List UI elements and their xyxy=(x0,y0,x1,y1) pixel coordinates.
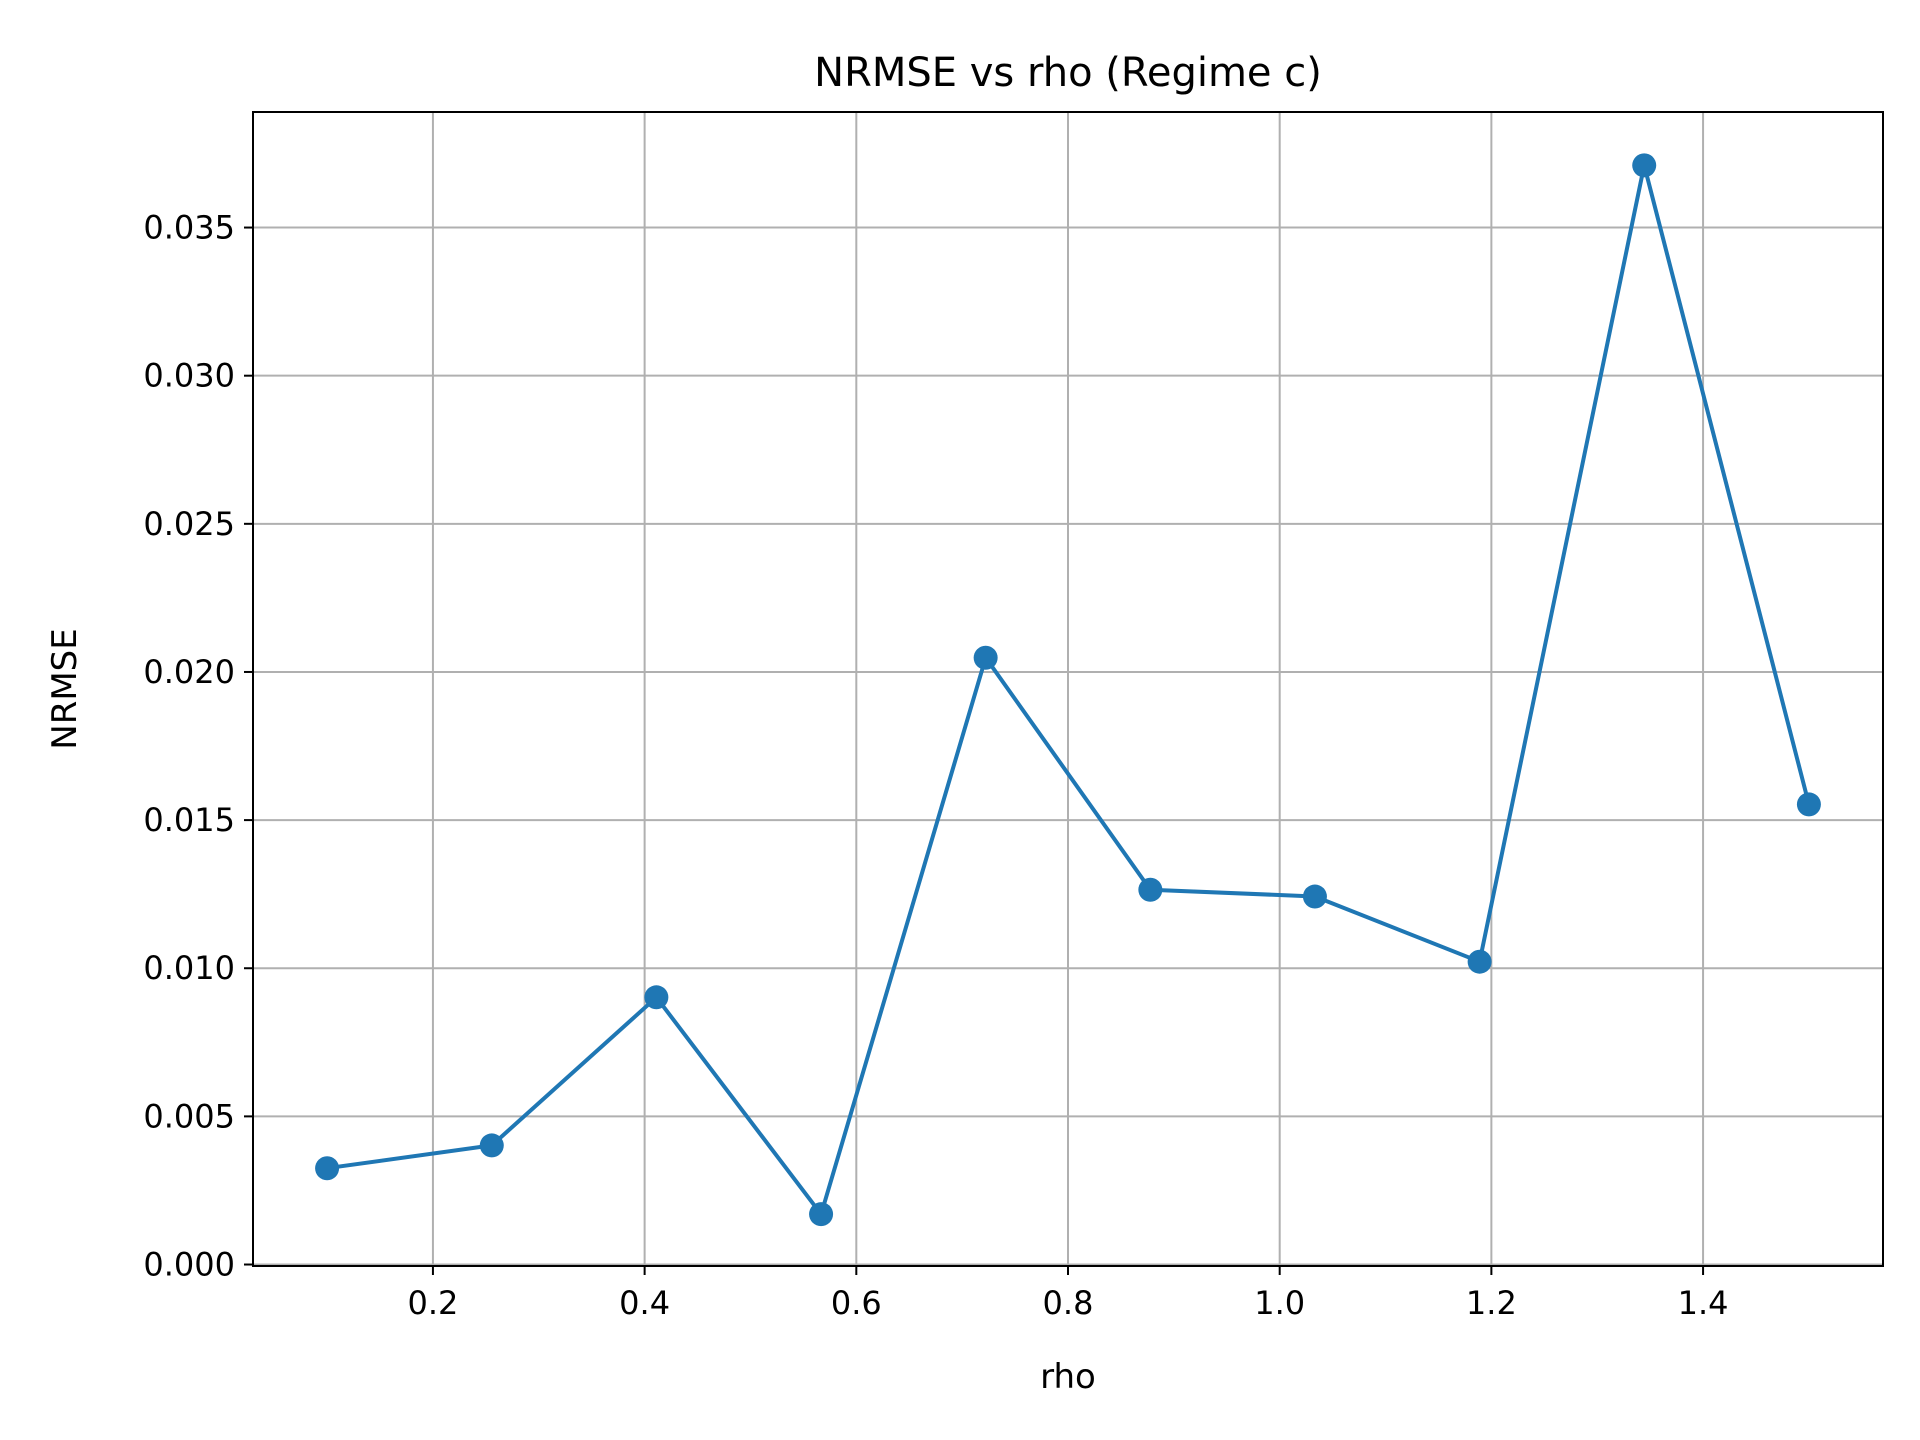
data-point xyxy=(1796,792,1821,817)
series-line xyxy=(326,163,1811,1217)
data-point xyxy=(809,1202,834,1227)
x-tick-label: 1.4 xyxy=(1678,1284,1729,1322)
data-point xyxy=(1302,884,1327,909)
x-tick-label: 0.2 xyxy=(407,1284,458,1322)
grid xyxy=(253,112,1883,1266)
x-tick-label: 0.6 xyxy=(831,1284,882,1322)
y-tick-label: 0.030 xyxy=(143,357,235,395)
plot-area xyxy=(315,153,1821,1227)
data-point xyxy=(973,645,998,670)
x-tick-label: 0.8 xyxy=(1043,1284,1094,1322)
data-point xyxy=(644,985,669,1010)
chart-title: NRMSE vs rho (Regime c) xyxy=(814,50,1322,96)
y-tick-label: 0.035 xyxy=(143,209,235,247)
data-point xyxy=(1467,949,1492,974)
y-tick-label: 0.025 xyxy=(143,505,235,543)
data-point xyxy=(1632,153,1657,178)
x-tick-label: 0.4 xyxy=(619,1284,670,1322)
y-tick-label: 0.005 xyxy=(143,1097,235,1135)
y-axis-label: NRMSE xyxy=(45,628,85,749)
y-tick-label: 0.000 xyxy=(143,1246,235,1284)
x-tick-label: 1.0 xyxy=(1254,1284,1305,1322)
data-point xyxy=(479,1133,504,1158)
y-tick-label: 0.020 xyxy=(143,653,235,691)
axis-ticks: 0.2 0.4 0.6 0.8 1.0 1.2 1.4 0.000 0.005 0.010 0.01… xyxy=(143,209,1728,1322)
x-tick-label: 1.2 xyxy=(1466,1284,1517,1322)
data-point xyxy=(1138,877,1163,902)
x-axis-label: rho xyxy=(1040,1357,1096,1397)
y-tick-label: 0.015 xyxy=(143,801,235,839)
data-point xyxy=(315,1156,340,1181)
y-tick-label: 0.010 xyxy=(143,949,235,987)
